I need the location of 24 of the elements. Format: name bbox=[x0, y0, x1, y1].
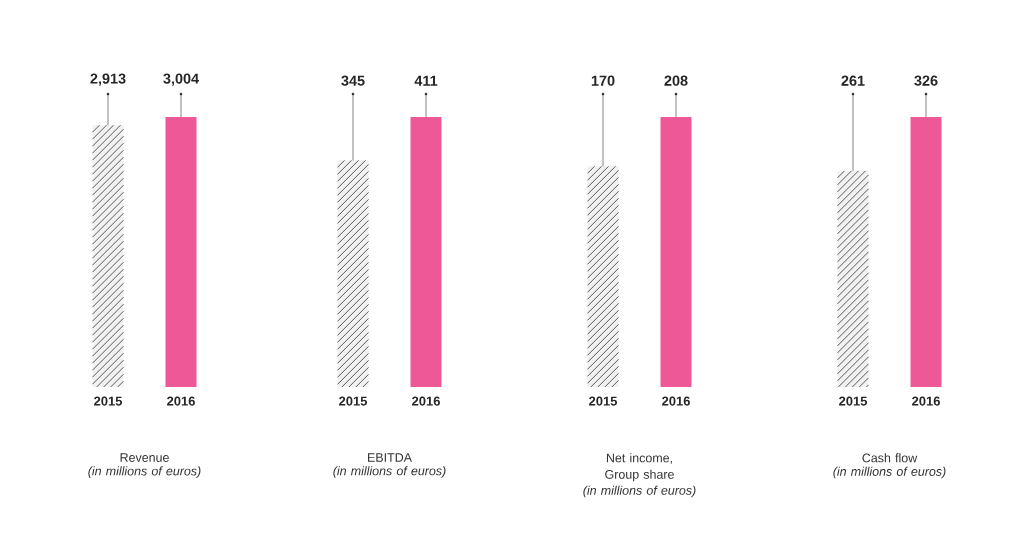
text: Cash flow bbox=[862, 453, 918, 463]
text: EBITDA bbox=[368, 453, 412, 462]
data-label: 411 bbox=[414, 75, 438, 86]
text: (in millions of euros) bbox=[833, 466, 946, 479]
text: (in millions of euros) bbox=[88, 466, 201, 478]
x-tick-label: 2016 bbox=[912, 396, 940, 406]
x-tick-label: 2016 bbox=[412, 396, 440, 406]
data-label: 326 bbox=[914, 75, 938, 86]
x-tick-label: 2015 bbox=[589, 396, 618, 406]
text: Net income, Group share bbox=[605, 453, 674, 482]
data-label: 208 bbox=[664, 75, 688, 86]
data-label: 2,913 bbox=[90, 73, 126, 86]
x-tick-label: 2016 bbox=[167, 396, 195, 406]
data-label: 345 bbox=[341, 75, 365, 86]
text: (in millions of euros) bbox=[583, 485, 696, 498]
data-label: 3,004 bbox=[163, 73, 199, 86]
data-label: 261 bbox=[841, 75, 865, 86]
x-tick-label: 2016 bbox=[662, 396, 690, 406]
data-label: 170 bbox=[591, 75, 615, 86]
x-tick-label: 2015 bbox=[94, 396, 123, 406]
x-tick-label: 2015 bbox=[839, 396, 868, 406]
text: (in millions of euros) bbox=[333, 466, 446, 478]
text: Revenue bbox=[120, 453, 169, 462]
x-tick-label: 2015 bbox=[339, 396, 368, 406]
